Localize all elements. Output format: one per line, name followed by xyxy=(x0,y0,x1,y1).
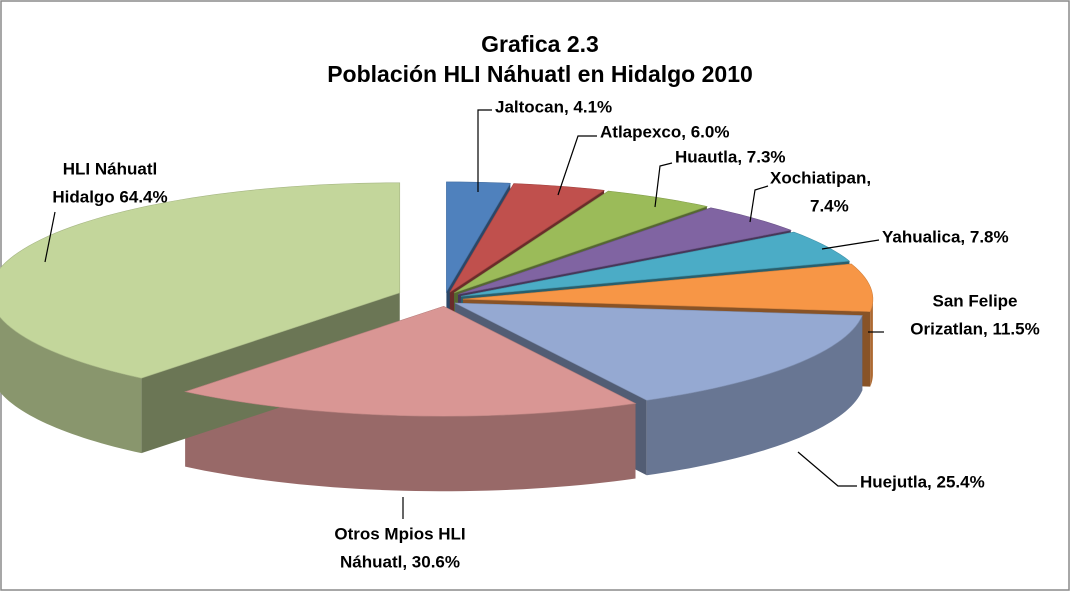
leader-line xyxy=(477,109,492,192)
data-label: Náhuatl, 30.6% xyxy=(340,552,460,571)
data-label: Yahualica, 7.8% xyxy=(882,227,1009,246)
slice-side xyxy=(0,317,142,454)
data-label: San Felipe xyxy=(932,291,1017,310)
data-label: Atlapexco, 6.0% xyxy=(600,122,729,141)
data-label: Huejutla, 25.4% xyxy=(860,472,985,491)
slice-tops xyxy=(0,181,874,417)
slice xyxy=(462,263,874,312)
slice xyxy=(0,182,401,379)
slice xyxy=(457,207,792,295)
slice-side xyxy=(185,391,636,492)
slice xyxy=(453,190,709,294)
data-label: 7.4% xyxy=(810,196,849,215)
leader-line xyxy=(654,162,673,208)
leader-line xyxy=(821,239,880,250)
data-label: Otros Mpios HLI xyxy=(334,524,465,543)
leader-line xyxy=(44,211,56,263)
chart-subtitle: Población HLI Náhuatl en Hidalgo 2010 xyxy=(327,61,753,87)
slice xyxy=(460,231,851,297)
leader-line xyxy=(749,185,769,223)
slice xyxy=(184,305,637,417)
leader-line xyxy=(797,451,857,487)
data-label: Huautla, 7.3% xyxy=(675,147,786,166)
data-label: Jaltocan, 4.1% xyxy=(495,97,612,116)
chart-title: Grafica 2.3 xyxy=(481,31,599,57)
data-label: Hidalgo 64.4% xyxy=(52,187,167,206)
data-label: HLI Náhuatl xyxy=(63,159,157,178)
slice xyxy=(454,302,863,401)
slice-side xyxy=(646,315,863,476)
slice xyxy=(449,183,605,293)
data-label: Xochiatipan, xyxy=(770,168,871,187)
data-label: Orizatlan, 11.5% xyxy=(910,319,1039,338)
leader-line xyxy=(557,135,597,196)
slice-side xyxy=(870,299,873,387)
